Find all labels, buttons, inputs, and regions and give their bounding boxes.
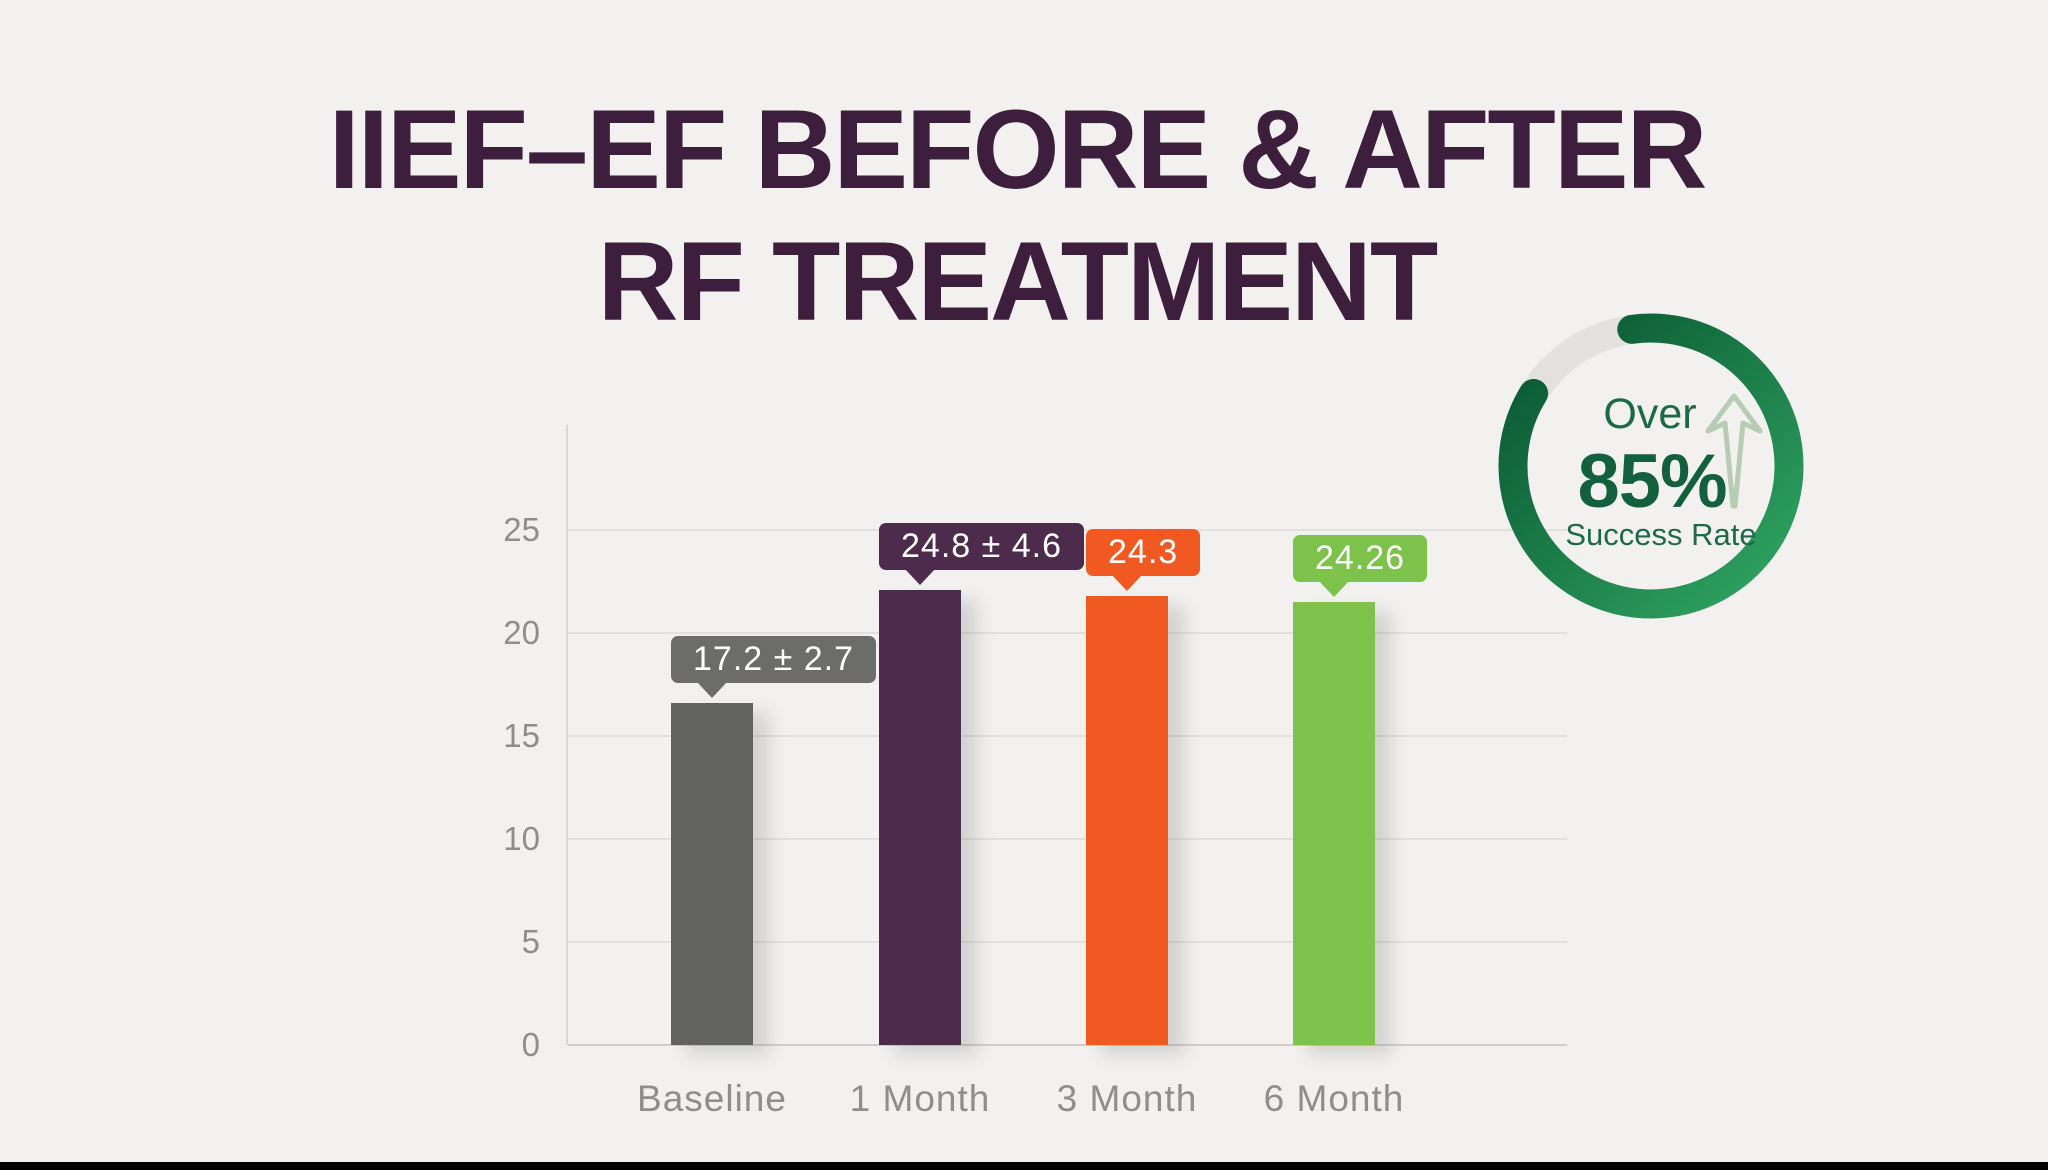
x-label-1-month: 1 Month [849,1078,991,1119]
y-tick-label-15: 15 [503,717,540,754]
bottom-black-bar [0,1162,2048,1170]
badge-success-rate-label: Success Rate [1565,517,1757,552]
gridline-10 [568,838,1567,840]
bar-baseline [671,703,753,1045]
success-ring [1498,313,1804,619]
value-label-pointer-3-month [1112,575,1142,591]
title-line-1: IIEF–EF BEFORE & AFTER [328,87,1708,212]
title-line-2: RF TREATMENT [597,219,1439,344]
gridline-0 [568,1044,1567,1046]
value-label-3-month: 24.3 [1086,529,1201,576]
value-label-pointer-1-month [905,569,935,585]
y-tick-label-5: 5 [521,923,540,960]
ring-progress-arc [1498,313,1804,619]
gridline-5 [568,941,1567,943]
x-label-baseline: Baseline [637,1078,787,1119]
badge-percent-value: 85% [1577,439,1727,524]
page-title: IIEF–EF BEFORE & AFTER RF TREATMENT [0,84,2034,348]
y-tick-label-10: 10 [503,820,540,857]
x-label-3-month: 3 Month [1056,1078,1198,1119]
value-label-baseline: 17.2 ± 2.7 [671,636,876,683]
badge-over-label: Over [1603,390,1697,438]
x-label-6-month: 6 Month [1263,1078,1405,1119]
value-label-1-month: 24.8 ± 4.6 [879,523,1084,570]
bar-1-month [879,590,961,1045]
y-axis-line [566,425,568,1045]
bar-6-month [1293,602,1375,1045]
value-label-pointer-6-month [1319,581,1349,597]
gridline-15 [568,735,1567,737]
y-tick-label-20: 20 [503,614,540,651]
y-tick-label-0: 0 [521,1026,540,1063]
gridline-20 [568,632,1567,634]
growth-arrow-up-icon [1705,393,1763,509]
y-tick-label-25: 25 [503,511,540,548]
value-label-6-month: 24.26 [1293,535,1428,582]
bar-3-month [1086,596,1168,1045]
value-label-pointer-baseline [697,682,727,698]
